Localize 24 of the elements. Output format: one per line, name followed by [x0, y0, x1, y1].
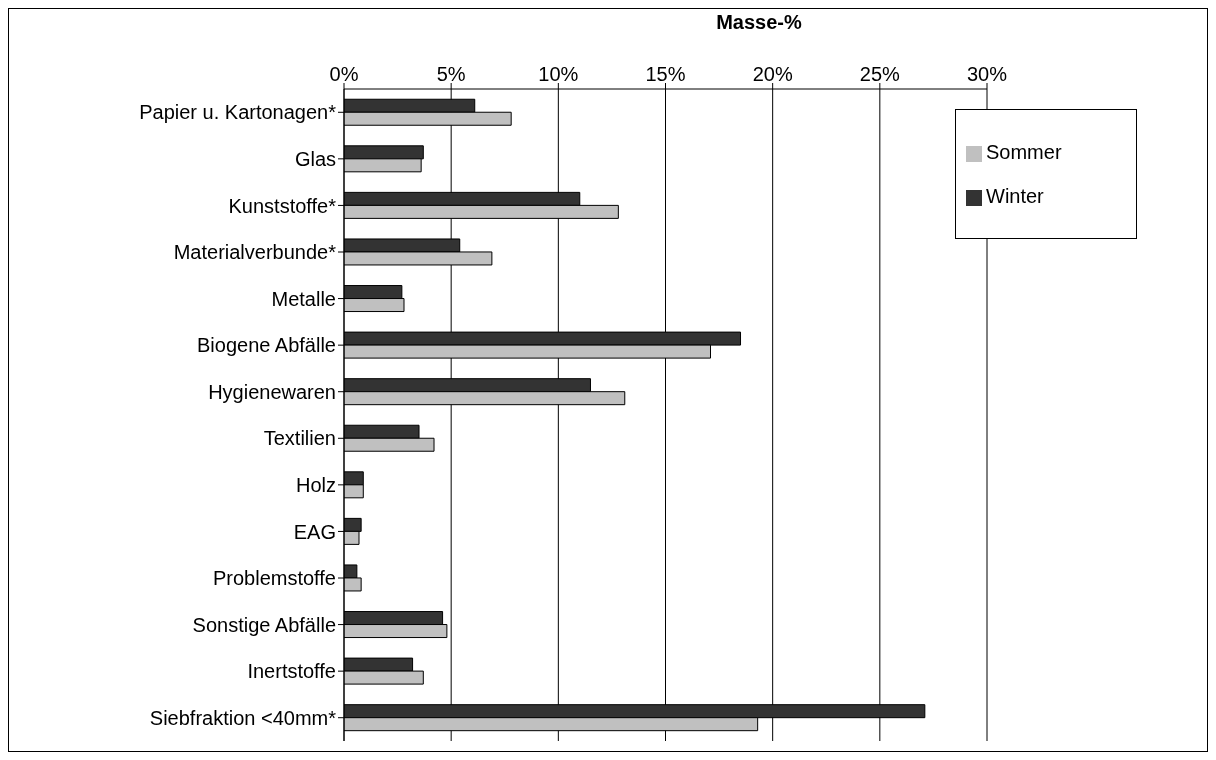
y-tick-label: Materialverbunde* [173, 241, 337, 264]
y-tick-label: Sonstige Abfälle [192, 613, 336, 636]
x-tick-label: 5% [436, 63, 466, 85]
x-tick-label: 15% [645, 63, 686, 85]
y-tick-label: Hygienewaren [208, 380, 336, 403]
x-tick-label: 10% [538, 63, 579, 85]
legend-label: Sommer [986, 141, 1062, 163]
y-tick-label: EAG [293, 520, 336, 543]
y-tick-label: Glas [294, 147, 336, 170]
y-tick-label: Papier u. Kartonagen* [139, 101, 337, 124]
x-tick-label: 25% [859, 63, 901, 85]
y-tick-label: Textilien [263, 427, 336, 450]
x-tick-label: 30% [966, 63, 1008, 85]
y-tick-label: Metalle [271, 287, 336, 310]
y-tick-label: Problemstoffe [212, 567, 336, 590]
y-tick-label: Siebfraktion <40mm* [149, 706, 337, 729]
legend-label: Winter [986, 185, 1044, 207]
y-tick-label: Holz [295, 473, 336, 496]
x-tick-label: 20% [752, 63, 793, 85]
y-tick-label: Biogene Abfälle [196, 334, 336, 357]
x-tick-label: 0% [329, 63, 359, 85]
y-tick-label: Inertstoffe [247, 660, 336, 683]
y-tick-label: Kunststoffe* [228, 194, 337, 217]
x-axis-title: Masse-% [715, 11, 803, 34]
